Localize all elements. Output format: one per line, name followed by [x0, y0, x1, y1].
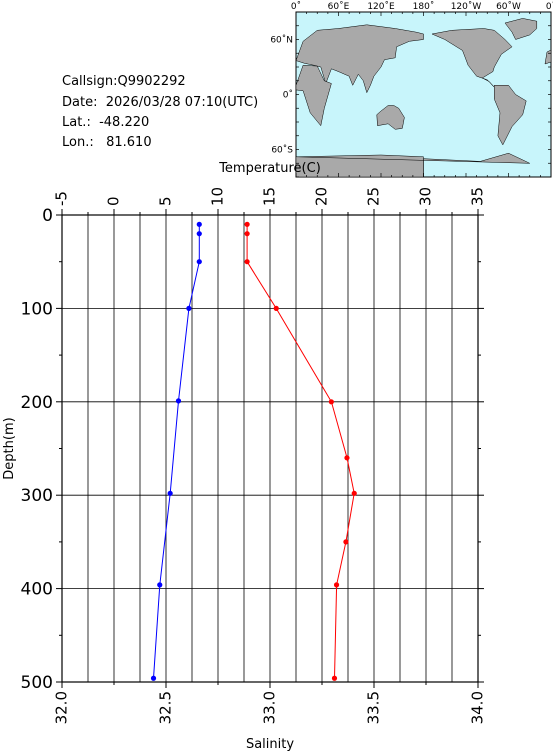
temperature-axis-label: Temperature(C)	[218, 161, 321, 176]
salinity-data-point	[196, 259, 202, 265]
map-landmass	[431, 28, 513, 88]
map-lon-label: 0˚	[291, 1, 301, 12]
depth-tick-label: 0	[42, 206, 53, 226]
temperature-data-point	[273, 305, 279, 311]
temperature-profile-line	[246, 224, 355, 679]
temperature-data-point	[244, 259, 250, 265]
salinity-tick-label: 33.5	[365, 691, 383, 724]
map-lat-label: 60˚N	[270, 35, 293, 46]
temperature-data-point	[331, 675, 338, 681]
depth-tick-label: 300	[21, 486, 53, 506]
map-lon-label: 120˚E	[367, 1, 395, 12]
depth-tick-label: 400	[21, 580, 53, 600]
depth-axis-label: Depth(m)	[2, 417, 17, 479]
temperature-data-point	[344, 455, 350, 461]
map-lon-label: 180˚	[413, 1, 435, 12]
temperature-tick-label: 5	[157, 196, 175, 206]
salinity-data-point	[196, 231, 202, 237]
salinity-data-point	[175, 398, 182, 404]
salinity-data-point	[167, 490, 173, 496]
temperature-data-point	[244, 231, 250, 237]
map-lon-label: 60˚E	[328, 1, 350, 12]
temperature-tick-label: 0	[105, 196, 123, 206]
salinity-tick-label: 34.0	[469, 691, 487, 724]
salinity-tick-label: 32.0	[53, 691, 71, 724]
temperature-tick-label: 15	[261, 187, 279, 206]
callsign-text: Callsign:Q9902292	[62, 74, 186, 89]
temperature-data-point	[333, 582, 340, 588]
date-text: Date: 2026/03/28 07:10(UTC)	[62, 95, 259, 110]
temperature-data-point	[343, 539, 349, 545]
depth-tick-label: 500	[21, 673, 53, 693]
temperature-data-point	[244, 221, 250, 227]
map-lon-label: 60˚W	[496, 1, 521, 12]
temperature-tick-label: -5	[53, 191, 71, 206]
map-landmass	[494, 85, 527, 146]
salinity-tick-label: 32.5	[157, 691, 175, 724]
temperature-tick-label: 25	[365, 187, 383, 206]
map-lat-label: 60˚S	[271, 145, 293, 156]
salinity-data-point	[157, 582, 163, 588]
map-lon-label: 120˚W	[451, 1, 482, 12]
depth-tick-label: 200	[21, 393, 53, 413]
location-map: 0˚ 60˚E 120˚E 180˚ 120˚W 60˚W 0˚ 60˚N 0˚ 60˚S	[270, 1, 553, 178]
salinity-profile-line	[153, 224, 200, 679]
map-landmass	[376, 105, 405, 130]
salinity-axis-label: Salinity	[246, 737, 294, 751]
temperature-data-point	[351, 490, 357, 496]
map-landmass	[295, 64, 332, 127]
salinity-data-point	[196, 221, 202, 227]
temperature-tick-label: 35	[469, 187, 487, 206]
depth-tick-label: 100	[21, 299, 53, 319]
temperature-data-point	[328, 399, 334, 405]
longitude-text: Lon.: 81.610	[62, 135, 152, 150]
map-lat-label: 0˚	[283, 90, 293, 101]
temperature-tick-label: 20	[313, 187, 331, 206]
temperature-tick-label: 10	[209, 187, 227, 206]
temperature-tick-label: 30	[417, 187, 435, 206]
salinity-data-point	[186, 305, 192, 311]
map-lon-label: 0˚	[546, 1, 553, 12]
latitude-text: Lat.: -48.220	[62, 115, 150, 130]
map-landmass	[504, 18, 538, 40]
salinity-data-point	[150, 675, 157, 681]
salinity-tick-label: 33.0	[261, 691, 279, 724]
map-landmass	[295, 24, 424, 94]
